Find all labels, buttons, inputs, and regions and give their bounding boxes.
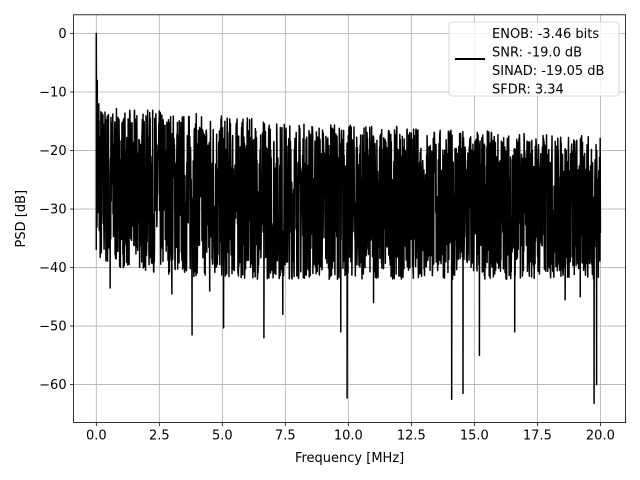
x-tick-label: 10.0 xyxy=(334,429,363,444)
x-tick-label: 7.5 xyxy=(275,429,296,444)
plot-frame xyxy=(73,14,626,423)
y-tick-label: −60 xyxy=(39,378,66,393)
x-tick-label: 12.5 xyxy=(397,429,426,444)
legend-box xyxy=(448,21,620,97)
legend: ENOB: -3.46 bits SNR: -19.0 dB SINAD: -19.… xyxy=(448,21,620,98)
x-tick-label: 0.0 xyxy=(86,429,107,444)
x-tick-label: 2.5 xyxy=(149,429,170,444)
y-tick-label: −40 xyxy=(39,261,66,276)
y-tick-label: −50 xyxy=(39,320,66,335)
legend-entry-psd: ENOB: -3.46 bits SNR: -19.0 dB SINAD: -19.… xyxy=(492,27,604,98)
series-psd xyxy=(95,32,602,405)
x-tick-label: 20.0 xyxy=(586,429,615,444)
y-tick-label: −20 xyxy=(39,144,66,159)
y-axis-label: PSD [dB] xyxy=(14,190,29,248)
y-tick-label: 0 xyxy=(58,27,66,42)
y-axis: 0 −10 −20 −30 −40 −50 −60 xyxy=(39,27,74,393)
x-axis: 0.0 2.5 5.0 7.5 10.0 12.5 15.0 17.5 20.0 xyxy=(86,422,615,444)
y-tick-label: −10 xyxy=(39,86,66,101)
y-tick-label: −30 xyxy=(39,203,66,218)
x-tick-label: 15.0 xyxy=(460,429,489,444)
x-tick-label: 17.5 xyxy=(523,429,552,444)
x-axis-label: Frequency [MHz] xyxy=(295,451,404,466)
x-tick-label: 5.0 xyxy=(212,429,233,444)
psd-line xyxy=(95,32,602,405)
